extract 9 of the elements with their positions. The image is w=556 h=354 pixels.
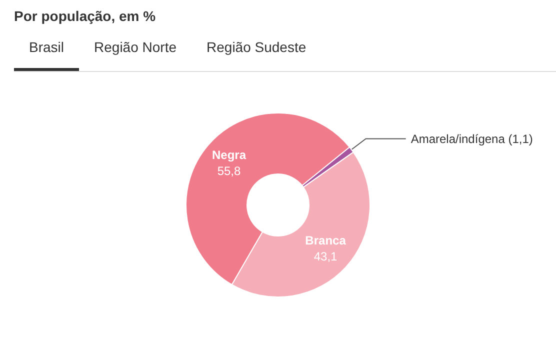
- text: Região Sudeste: [206, 38, 308, 57]
- text: Região Norte: [93, 38, 178, 57]
- text: Brasil: [14, 36, 80, 71]
- slice-label: Amarela/indígena (1,1): [410, 132, 533, 146]
- slice-label: Negra: [212, 148, 246, 162]
- data-label: 55,8: [217, 164, 241, 178]
- chart-title: Por população, em %: [14, 8, 156, 24]
- slice-label: Branca: [305, 234, 346, 248]
- data-label: 43,1: [314, 250, 338, 264]
